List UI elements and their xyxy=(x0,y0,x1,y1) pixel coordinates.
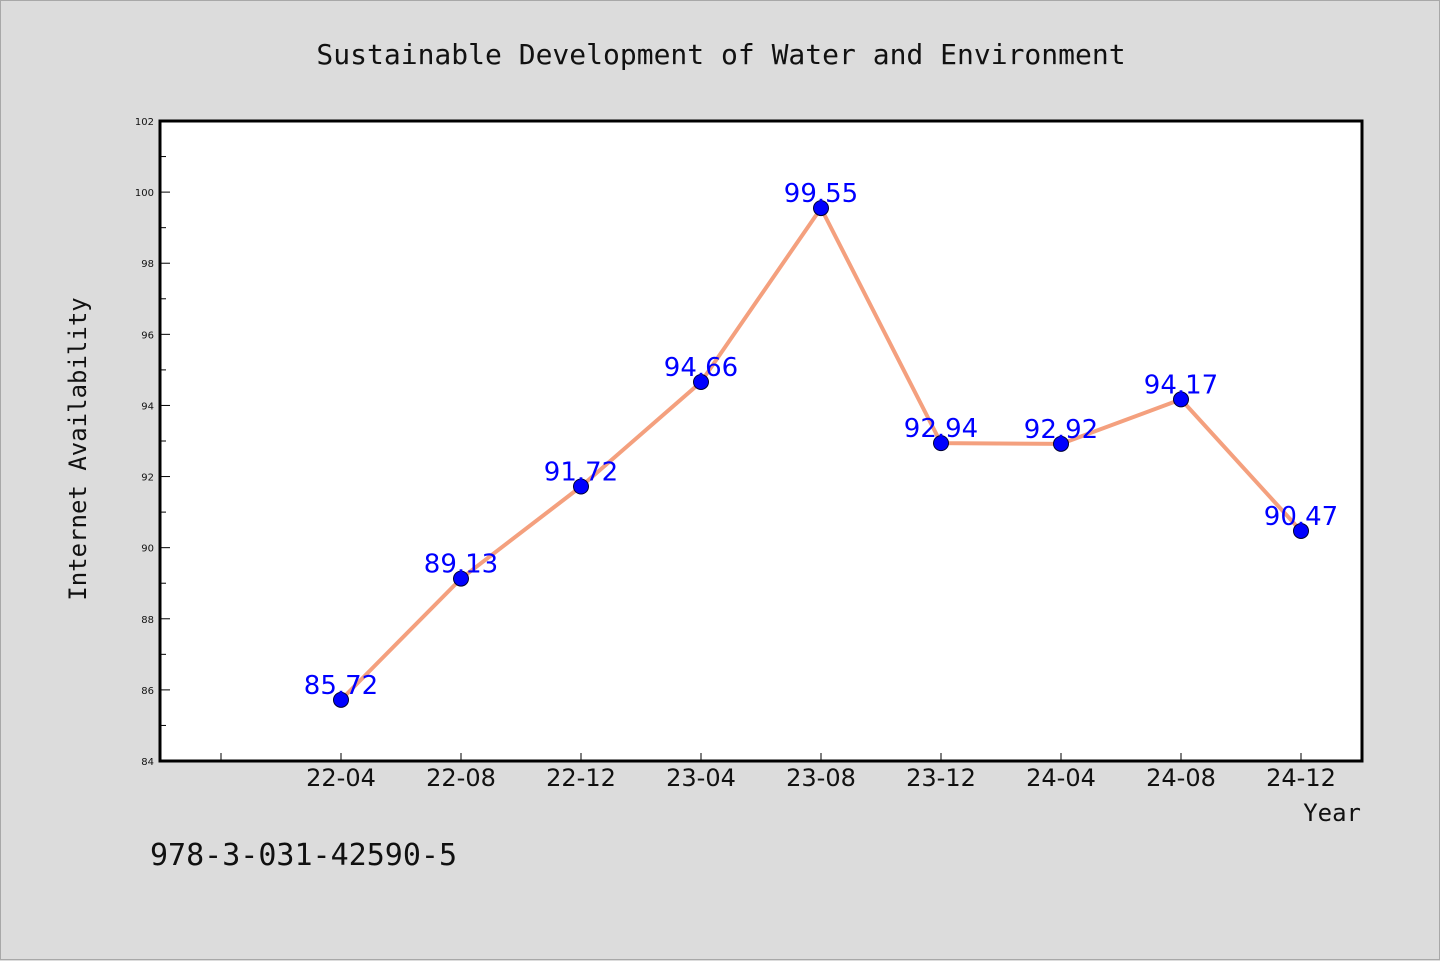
data-label: 90.47 xyxy=(1264,502,1338,532)
y-axis-label: Internet Availability xyxy=(64,297,92,600)
chart-title: Sustainable Development of Water and Env… xyxy=(316,38,1125,71)
y-tick-label: 94 xyxy=(141,401,154,412)
plot-area xyxy=(158,119,1364,763)
data-label: 91.72 xyxy=(544,458,618,488)
data-label: 92.94 xyxy=(904,414,978,444)
data-point xyxy=(693,373,709,390)
data-label: 92.92 xyxy=(1024,415,1098,445)
y-tick-label: 102 xyxy=(135,117,154,128)
isbn-text: 978-3-031-42590-5 xyxy=(150,838,457,873)
data-point xyxy=(933,435,949,452)
x-tick-label: 23-04 xyxy=(666,764,736,792)
data-point xyxy=(813,200,829,217)
data-point xyxy=(1053,435,1069,452)
y-tick-label: 100 xyxy=(135,188,154,199)
data-point xyxy=(1173,391,1189,408)
data-point xyxy=(573,478,589,495)
data-label: 85.72 xyxy=(304,671,378,701)
data-point xyxy=(1293,522,1309,539)
x-axis-label: Year xyxy=(1303,799,1361,827)
x-tick-label: 23-12 xyxy=(906,764,976,792)
data-label: 94.17 xyxy=(1144,370,1218,400)
x-tick-label: 24-04 xyxy=(1026,764,1096,792)
data-label: 99.55 xyxy=(784,179,858,209)
series-group: 85.72 89.13 91.72 94.66 99.55 92.94 92.92 94.17… xyxy=(304,179,1338,708)
y-tick-label: 88 xyxy=(141,615,154,626)
y-tick-label: 96 xyxy=(141,330,154,341)
data-point xyxy=(453,570,469,587)
y-tick-label: 92 xyxy=(141,473,154,484)
y-axis-ticks: 84 86 88 90 92 94 96 98 100 102 xyxy=(135,117,170,768)
y-tick-label: 86 xyxy=(141,686,154,697)
x-tick-label: 22-04 xyxy=(306,764,376,792)
x-tick-label: 23-08 xyxy=(786,764,856,792)
data-label: 94.66 xyxy=(664,353,738,383)
y-tick-label: 98 xyxy=(141,259,154,270)
data-label: 89.13 xyxy=(424,550,498,580)
y-tick-label: 90 xyxy=(141,544,154,555)
x-tick-label: 24-12 xyxy=(1266,764,1336,792)
y-tick-label: 84 xyxy=(141,757,154,768)
x-tick-label: 24-08 xyxy=(1146,764,1216,792)
x-tick-label: 22-12 xyxy=(546,764,616,792)
x-tick-label: 22-08 xyxy=(426,764,496,792)
data-point xyxy=(333,691,349,708)
x-axis-ticks: 22-04 22-08 22-12 23-04 23-08 23-12 24-04 24-08… xyxy=(220,753,1336,792)
